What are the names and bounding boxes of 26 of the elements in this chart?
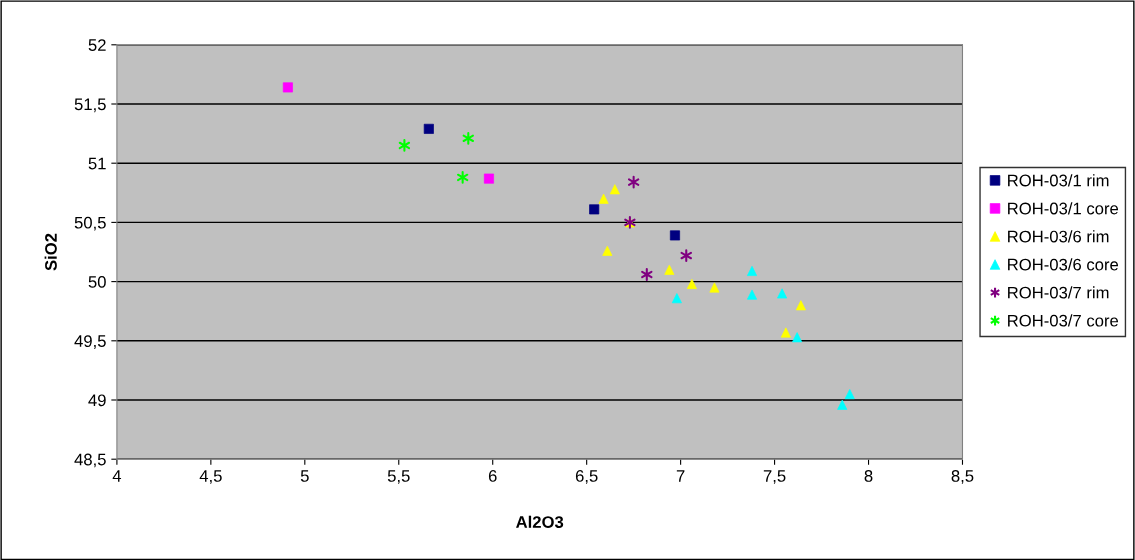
x-tick-label: 6,5: [575, 470, 598, 484]
legend-label: ROH-03/7 core: [1008, 314, 1119, 327]
x-tick-label: 7,5: [763, 470, 786, 484]
legend-label: ROH-03/6 rim: [1008, 230, 1109, 243]
x-tick-label: 7: [676, 470, 685, 482]
y-tick-label: 48,5: [74, 453, 106, 468]
legend-label: ROH-03/7 rim: [1008, 286, 1109, 299]
x-tick-label: 4,5: [199, 470, 222, 484]
x-tick-label: 8,5: [951, 470, 974, 484]
x-tick-label: 8: [864, 470, 873, 482]
x-axis-title: Al2O3: [516, 515, 564, 528]
y-axis-title: SiO2: [44, 233, 57, 271]
y-tick-label: 51,5: [74, 98, 106, 113]
x-tick-label: 5: [300, 470, 309, 482]
legend-label: ROH-03/1 core: [1008, 202, 1119, 215]
y-tick-label: 49: [88, 394, 106, 407]
x-tick-label: 5,5: [387, 470, 410, 484]
x-tick-label: 4: [112, 470, 122, 482]
y-tick-label: 50: [88, 276, 106, 288]
y-tick-label: 52: [88, 39, 106, 51]
legend-label: ROH-03/6 core: [1008, 258, 1119, 271]
legend-label: ROH-03/1 rim: [1008, 174, 1109, 187]
x-tick-label: 6: [488, 470, 497, 482]
y-tick-label: 51: [88, 157, 106, 170]
y-tick-label: 50,5: [74, 216, 106, 231]
y-tick-label: 49,5: [74, 335, 106, 349]
